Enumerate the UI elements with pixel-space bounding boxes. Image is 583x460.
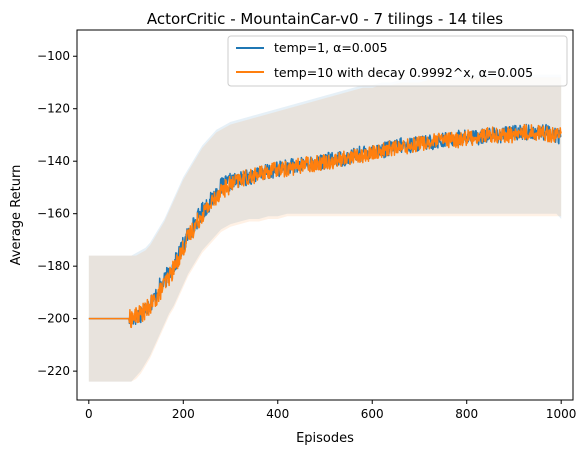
y-tick-label: −200 [37, 312, 70, 326]
x-axis-ticks: 0 200 400 600 800 1000 [85, 400, 576, 421]
y-tick-label: −100 [37, 49, 70, 63]
x-tick-label: 800 [455, 407, 478, 421]
y-tick-label: −160 [37, 207, 70, 221]
x-tick-label: 600 [361, 407, 384, 421]
y-axis-ticks: −220 −200 −180 −160 −140 −120 −100 [37, 49, 77, 378]
x-tick-label: 0 [85, 407, 93, 421]
x-tick-label: 1000 [546, 407, 577, 421]
y-tick-label: −180 [37, 259, 70, 273]
x-tick-label: 400 [266, 407, 289, 421]
legend-label-series-1: temp=1, α=0.005 [274, 40, 388, 55]
legend-label-series-2: temp=10 with decay 0.9992^x, α=0.005 [274, 65, 533, 80]
y-tick-label: −140 [37, 154, 70, 168]
confidence-band-series-2 [88, 77, 562, 382]
y-axis-label: Average Return [9, 165, 24, 266]
legend-box [227, 35, 568, 87]
confidence-band-series-1 [88, 74, 562, 382]
series-line-2 [88, 123, 562, 329]
confidence-bands [88, 74, 562, 382]
legend: temp=1, α=0.005 temp=10 with decay 0.999… [227, 35, 568, 87]
series-lines [88, 123, 562, 329]
x-axis-label: Episodes [296, 431, 354, 446]
chart-title: ActorCritic - MountainCar-v0 - 7 tilings… [147, 10, 503, 28]
y-tick-label: −120 [37, 102, 70, 116]
plot-area-frame [76, 29, 574, 401]
y-tick-label: −220 [37, 364, 70, 378]
x-tick-label: 200 [172, 407, 195, 421]
